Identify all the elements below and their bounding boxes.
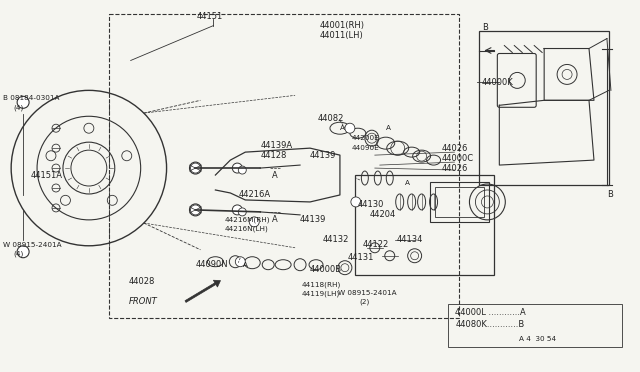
Text: 44026: 44026 — [442, 164, 468, 173]
Text: A: A — [243, 262, 248, 268]
FancyArrow shape — [185, 280, 221, 302]
Text: 44011(LH): 44011(LH) — [320, 31, 364, 40]
Text: A 4  30 54: A 4 30 54 — [519, 336, 556, 342]
Text: W 08915-2401A: W 08915-2401A — [3, 242, 62, 248]
Text: 44128: 44128 — [260, 151, 287, 160]
Text: (2): (2) — [360, 298, 370, 305]
Text: 44216N(LH): 44216N(LH) — [225, 225, 268, 232]
Text: A: A — [340, 125, 345, 131]
Text: A: A — [404, 180, 410, 186]
Text: A: A — [272, 170, 278, 180]
Text: 44151: 44151 — [196, 12, 223, 21]
Text: 44028: 44028 — [129, 277, 155, 286]
Text: 44080K............B: 44080K............B — [456, 320, 525, 329]
Circle shape — [232, 163, 243, 173]
Text: FRONT: FRONT — [129, 297, 157, 306]
Text: 44151A: 44151A — [31, 170, 63, 180]
Text: 44139: 44139 — [310, 151, 337, 160]
Circle shape — [238, 166, 246, 174]
Text: 44204: 44204 — [370, 211, 396, 219]
Text: 44139: 44139 — [300, 215, 326, 224]
Circle shape — [351, 197, 361, 207]
Bar — [109, 14, 460, 318]
Bar — [429, 182, 490, 222]
Text: 44216M(RH): 44216M(RH) — [225, 217, 270, 223]
Text: 44130: 44130 — [358, 201, 384, 209]
Circle shape — [249, 217, 259, 227]
Text: 44000C: 44000C — [442, 154, 474, 163]
Text: 44026: 44026 — [442, 144, 468, 153]
Text: 44090N: 44090N — [195, 260, 228, 269]
Text: 44000L ............A: 44000L ............A — [456, 308, 526, 317]
Text: B: B — [483, 23, 488, 32]
Text: 44131: 44131 — [348, 253, 374, 262]
Text: 44000B: 44000B — [310, 265, 342, 274]
Circle shape — [17, 246, 29, 258]
Circle shape — [238, 208, 246, 216]
Text: 44132: 44132 — [323, 235, 349, 244]
Bar — [479, 31, 609, 185]
Circle shape — [232, 205, 243, 215]
Text: 44090E: 44090E — [352, 145, 380, 151]
Text: 44000K: 44000K — [481, 78, 513, 87]
Text: A: A — [272, 215, 278, 224]
Bar — [435, 187, 484, 217]
Text: (4): (4) — [13, 104, 24, 110]
Bar — [447, 304, 622, 347]
Text: 44139A: 44139A — [260, 141, 292, 150]
Text: B: B — [607, 190, 612, 199]
Text: 44134: 44134 — [397, 235, 423, 244]
Text: 44118(RH): 44118(RH) — [302, 281, 341, 288]
Text: 44216A: 44216A — [238, 190, 271, 199]
Circle shape — [191, 205, 200, 215]
Text: 44001(RH): 44001(RH) — [320, 21, 365, 30]
Bar — [355, 175, 494, 275]
Text: 44082: 44082 — [318, 114, 344, 123]
Circle shape — [345, 123, 355, 133]
Text: W 08915-2401A: W 08915-2401A — [338, 289, 397, 296]
Text: B 08184-0301A: B 08184-0301A — [3, 95, 60, 101]
Text: 44119(LH): 44119(LH) — [302, 291, 340, 297]
Text: 44122: 44122 — [363, 240, 389, 249]
Circle shape — [189, 204, 202, 216]
Text: 44200E: 44200E — [352, 135, 380, 141]
Text: A: A — [386, 125, 391, 131]
Circle shape — [189, 162, 202, 174]
Text: (4): (4) — [13, 250, 24, 257]
Circle shape — [191, 163, 200, 173]
Circle shape — [17, 96, 29, 108]
Circle shape — [236, 257, 245, 267]
